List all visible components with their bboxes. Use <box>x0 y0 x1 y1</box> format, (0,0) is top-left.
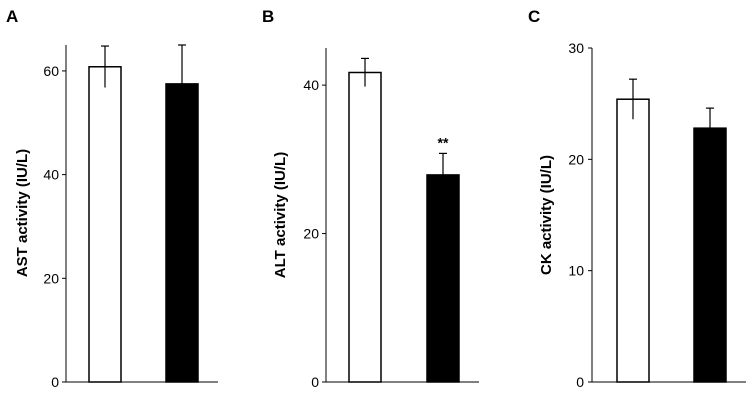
y-axis-label: AST activity (IU/L) <box>14 149 31 277</box>
chart-panel-a: A AST activity (IU/L) 0 20 40 60 <box>6 7 218 390</box>
bar-1 <box>616 98 650 383</box>
y-tick-label: 60 <box>43 63 59 79</box>
bar-1 <box>348 71 382 383</box>
chart-panel-c: C CK activity (IU/L) 0 10 20 30 <box>528 7 746 390</box>
y-axis-label: ALT activity (IU/L) <box>272 152 289 278</box>
y-tick-label: 40 <box>303 77 319 93</box>
bar-2 <box>426 174 460 383</box>
y-tick-label: 0 <box>51 374 59 390</box>
y-tick-label: 0 <box>311 374 319 390</box>
panel-letter: A <box>6 7 18 26</box>
bar-1 <box>88 66 122 383</box>
y-tick-label: 10 <box>568 263 584 279</box>
chart-panel-b: B ALT activity (IU/L) 0 20 40 ** <box>262 7 479 390</box>
y-tick-label: 0 <box>576 374 584 390</box>
bar-2 <box>165 83 199 383</box>
y-tick-label: 20 <box>568 151 584 167</box>
y-axis-label: CK activity (IU/L) <box>538 155 555 275</box>
bar-2 <box>693 127 727 383</box>
panel-letter: B <box>262 7 274 26</box>
y-tick-label: 20 <box>303 226 319 242</box>
significance-label: ** <box>438 134 449 150</box>
panel-letter: C <box>528 7 540 26</box>
y-tick-label: 40 <box>43 167 59 183</box>
y-tick-label: 30 <box>568 40 584 56</box>
y-tick-label: 20 <box>43 270 59 286</box>
